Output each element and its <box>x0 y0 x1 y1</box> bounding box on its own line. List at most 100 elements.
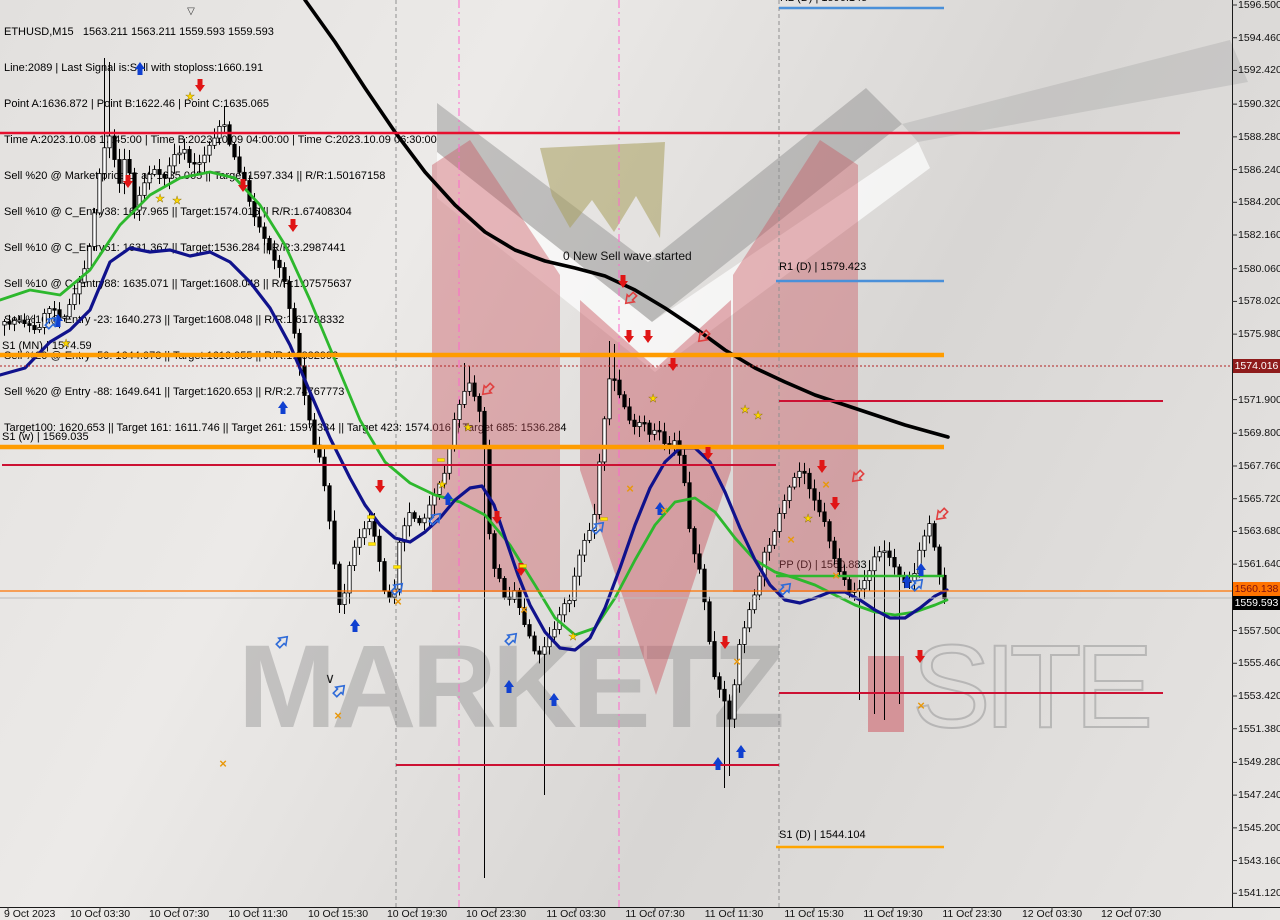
price-tick-label: 1582.160 <box>1238 229 1280 241</box>
bid-price-badge: 1560.138 <box>1233 582 1280 596</box>
time-axis[interactable]: 9 Oct 2023 10 Oct 03:30 10 Oct 07:30 10 Oct… <box>0 908 1280 920</box>
star-marker-icon: ★ <box>437 479 447 491</box>
pending-buy-arrow-icon <box>390 582 404 596</box>
time-tick-label: 9 Oct 2023 <box>4 908 56 920</box>
sell-arrow-icon <box>618 275 628 288</box>
price-tick-label: 1569.800 <box>1238 427 1280 440</box>
ma-fast-green <box>0 170 949 637</box>
pending-sell-arrow-icon <box>935 507 949 521</box>
price-tick-label: 1594.460 <box>1238 31 1280 44</box>
x-marker-icon: × <box>219 756 227 771</box>
pending-buy-arrow-icon <box>778 582 792 596</box>
pending-sell-arrow-icon <box>624 291 638 305</box>
price-tick-label: 1580.060 <box>1238 262 1280 275</box>
dash-marker-icon <box>393 565 401 569</box>
zigzag-check-icon: ∨ <box>325 670 335 686</box>
price-tick-label: 1553.420 <box>1238 690 1280 702</box>
x-marker-icon: × <box>787 532 795 547</box>
time-tick-label: 11 Oct 07:30 <box>625 908 685 920</box>
time-tick-label: 11 Oct 11:30 <box>704 908 764 920</box>
pending-sell-arrow-icon <box>851 469 865 483</box>
sell-arrow-icon <box>915 650 925 663</box>
sell-arrow-icon <box>123 175 133 188</box>
ma-slow-black <box>303 0 950 439</box>
sell-arrow-icon <box>817 460 827 473</box>
star-marker-icon: ★ <box>61 338 71 350</box>
time-tick-label: 10 Oct 03:30 <box>69 908 131 920</box>
symbol-ohlc-line: ETHUSD,M15 1563.211 1563.211 1559.593 15… <box>4 26 274 38</box>
buy-arrow-icon <box>278 401 288 414</box>
buy-arrow-icon <box>736 745 746 758</box>
time-tick-label: 11 Oct 19:30 <box>863 908 923 920</box>
sell-arrow-icon <box>668 358 678 371</box>
pending-buy-arrow-icon <box>44 316 58 330</box>
pending-buy-arrow-icon <box>504 632 518 646</box>
star-marker-icon: ★ <box>753 410 763 422</box>
dash-marker-icon <box>437 458 445 462</box>
level-label-s1-daily: S1 (D) | 1544.104 <box>779 829 866 841</box>
time-tick-label: 12 Oct 03:30 <box>1021 908 1083 920</box>
price-tick-label: 1567.760 <box>1238 459 1280 472</box>
sell-arrow-icon <box>830 497 840 510</box>
sell-arrow-icon <box>288 219 298 232</box>
time-tick-label: 11 Oct 03:30 <box>546 908 606 920</box>
sell-arrow-icon <box>195 79 205 92</box>
time-tick-label: 11 Oct 15:30 <box>784 908 844 920</box>
price-tick-label: 1592.420 <box>1238 64 1280 77</box>
x-marker-icon: × <box>832 568 840 583</box>
star-marker-icon: ★ <box>185 91 195 103</box>
star-marker-icon: ★ <box>740 404 750 416</box>
price-tick-label: 1551.380 <box>1238 722 1280 735</box>
x-marker-icon: × <box>822 477 830 492</box>
price-tick-label: 1584.200 <box>1238 196 1280 209</box>
time-tick-label: 10 Oct 11:30 <box>228 908 288 920</box>
price-tick-label: 1543.160 <box>1238 854 1280 867</box>
time-tick-label: 10 Oct 15:30 <box>307 908 369 920</box>
buy-arrow-icon <box>504 680 514 693</box>
star-marker-icon: ★ <box>568 631 578 643</box>
x-marker-icon: × <box>394 594 402 609</box>
price-tick-label: 1561.640 <box>1238 558 1280 571</box>
dash-marker-icon <box>600 517 608 521</box>
x-marker-icon: × <box>334 708 342 723</box>
price-tick-label: 1557.500 <box>1238 624 1280 637</box>
x-marker-icon: × <box>733 654 741 669</box>
price-tick-label: 1571.900 <box>1238 393 1280 406</box>
level-label-r1-daily: R1 (D) | 1579.423 <box>779 261 867 273</box>
sell-wave-annotation: 0 New Sell wave started <box>563 249 692 263</box>
price-tick-label: 1545.200 <box>1238 821 1280 834</box>
price-tick-label: 1565.720 <box>1238 492 1280 505</box>
signal-markers: ★★ ★★★★★★★ ★★×××××××××××∨▽ <box>44 6 949 771</box>
price-tick-label: 1578.020 <box>1238 295 1280 308</box>
sell-arrow-icon <box>238 179 248 192</box>
buy-arrow-icon <box>443 492 453 505</box>
star-marker-icon: ★ <box>803 513 813 525</box>
vertical-separators <box>395 0 780 907</box>
time-tick-label: 10 Oct 07:30 <box>148 908 210 920</box>
buy-arrow-icon <box>916 563 926 576</box>
time-tick-label: 10 Oct 23:30 <box>465 908 527 920</box>
price-tick-label: 1563.680 <box>1238 525 1280 538</box>
price-tick-label: 1588.280 <box>1238 130 1280 143</box>
dash-marker-icon <box>519 564 527 568</box>
price-tick-label: 1575.980 <box>1238 328 1280 341</box>
targets-line: Target100: 1620.653 || Target 161: 1611.… <box>4 422 567 434</box>
price-tick-label: 1596.500 <box>1238 0 1280 11</box>
x-marker-icon: × <box>917 698 925 713</box>
buy-arrow-icon <box>549 693 559 706</box>
sell-entry-88-line: Sell %20 @ Entry -88: 1649.641 || Target… <box>4 386 345 398</box>
pending-sell-arrow-icon <box>481 382 495 396</box>
price-tick-label: 1586.240 <box>1238 163 1280 176</box>
dash-marker-icon <box>367 515 375 519</box>
points-line: Point A:1636.872 | Point B:1622.46 | Poi… <box>4 98 270 110</box>
price-tick-label: 1590.320 <box>1238 98 1280 111</box>
star-marker-icon: ★ <box>155 193 165 205</box>
level-label-r2-daily: R2 (D) | 1596.145 <box>780 0 867 4</box>
dash-marker-icon <box>368 542 376 546</box>
price-tick-label: 1555.460 <box>1238 657 1280 670</box>
star-marker-icon: ★ <box>463 422 473 434</box>
buy-arrow-icon <box>902 575 912 588</box>
pending-buy-arrow-icon <box>591 521 605 535</box>
